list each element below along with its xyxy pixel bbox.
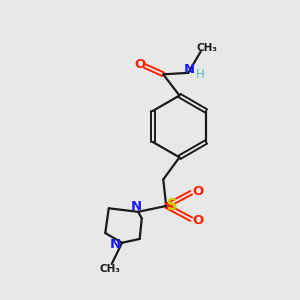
Text: N: N <box>131 200 142 213</box>
Text: H: H <box>196 68 205 81</box>
Text: CH₃: CH₃ <box>196 43 218 53</box>
Text: N: N <box>110 238 121 251</box>
Text: O: O <box>134 58 145 71</box>
Text: N: N <box>184 62 195 76</box>
Text: CH₃: CH₃ <box>100 264 121 274</box>
Text: S: S <box>167 198 178 213</box>
Text: O: O <box>192 214 203 227</box>
Text: O: O <box>192 185 203 198</box>
